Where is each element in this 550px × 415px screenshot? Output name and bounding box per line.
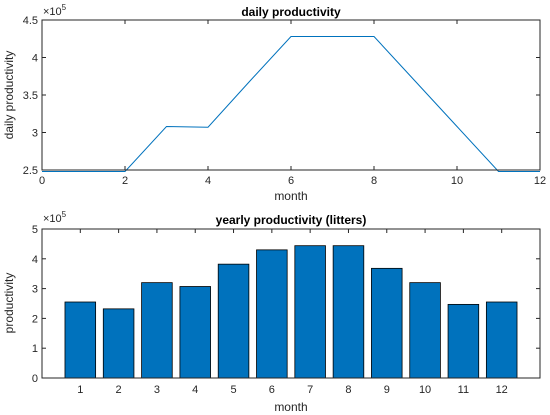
bar-month-2: [102, 308, 135, 379]
bar-month-8: [332, 245, 365, 379]
bottom-chart-ylabel: productivity: [2, 273, 16, 334]
top-chart-exponent-power: 5: [62, 3, 67, 12]
top-xtick-label: 10: [451, 175, 463, 187]
bottom-chart-axes-frame: [41, 228, 541, 379]
top-xtick-label: 0: [39, 175, 45, 187]
bottom-xtick-label: 8: [345, 384, 351, 396]
svg-text:×105: ×105: [43, 3, 67, 18]
bottom-xtick-label: 3: [154, 384, 160, 396]
top-xtick-label: 12: [534, 175, 546, 187]
bottom-ytick-label: 3: [32, 284, 38, 296]
bottom-ytick-label: 4: [32, 254, 38, 266]
line-chart-daily-productivity: daily productivity month daily productiv…: [0, 0, 550, 205]
bottom-xtick-label: 7: [307, 384, 313, 396]
bottom-xtick-label: 4: [192, 384, 198, 396]
top-chart-exponent: ×105: [43, 3, 67, 18]
bottom-chart-exponent: ×105: [43, 210, 67, 225]
bar-month-12: [485, 301, 518, 379]
top-ytick-label: 4: [32, 53, 38, 65]
bottom-chart-exponent-base: ×10: [43, 213, 62, 225]
bottom-ytick-label: 1: [32, 343, 38, 355]
daily-productivity-line: [42, 36, 540, 172]
bar-month-9: [371, 267, 403, 379]
top-xtick-label: 4: [205, 175, 211, 187]
bar-month-1: [64, 301, 97, 379]
top-chart-ylabel: daily productivity: [2, 51, 16, 140]
bar-month-4: [179, 286, 211, 379]
top-ytick-label: 3.5: [23, 90, 38, 102]
bar-month-5: [217, 263, 250, 379]
top-chart-xticks: 0 2 4 6 8 10 12: [39, 20, 546, 187]
top-xtick-label: 2: [122, 175, 128, 187]
bar-month-11: [447, 303, 480, 379]
svg-text:×105: ×105: [43, 210, 67, 225]
top-xtick-label: 6: [288, 175, 294, 187]
bar-chart-yearly-productivity: yearly productivity (litters) month prod…: [2, 210, 541, 414]
top-xtick-label: 8: [371, 175, 377, 187]
bottom-ytick-label: 5: [32, 224, 38, 236]
top-chart-yticks: 2.5 3 3.5 4 4.5: [23, 15, 540, 177]
bottom-xtick-label: 2: [116, 384, 122, 396]
top-chart-xlabel: month: [274, 189, 307, 203]
bottom-xtick-label: 6: [269, 384, 275, 396]
top-ytick-label: 3: [32, 128, 38, 140]
bar-month-3: [141, 282, 173, 379]
bar-month-10: [409, 282, 441, 379]
bottom-xtick-label: 10: [419, 384, 431, 396]
bottom-chart-xlabel: month: [274, 400, 307, 414]
bottom-ytick-label: 0: [32, 373, 38, 385]
bottom-xtick-label: 5: [230, 384, 236, 396]
bottom-ytick-label: 2: [32, 313, 38, 325]
bottom-xtick-label: 9: [384, 384, 390, 396]
bottom-chart-title: yearly productivity (litters): [216, 213, 367, 227]
bottom-xtick-label: 1: [77, 384, 83, 396]
bottom-xtick-label: 12: [496, 384, 508, 396]
bottom-chart-exponent-power: 5: [62, 210, 67, 219]
top-chart-series: [42, 36, 540, 172]
bar-month-6: [256, 249, 288, 379]
top-ytick-label: 4.5: [23, 15, 38, 27]
top-chart-title: daily productivity: [241, 5, 341, 19]
top-chart-exponent-base: ×10: [43, 6, 62, 18]
top-ytick-label: 2.5: [23, 165, 38, 177]
bar-month-7: [294, 245, 326, 379]
top-chart-axes-frame: [41, 19, 541, 171]
bottom-xtick-label: 11: [458, 384, 469, 396]
bottom-chart-bars: [64, 245, 518, 379]
